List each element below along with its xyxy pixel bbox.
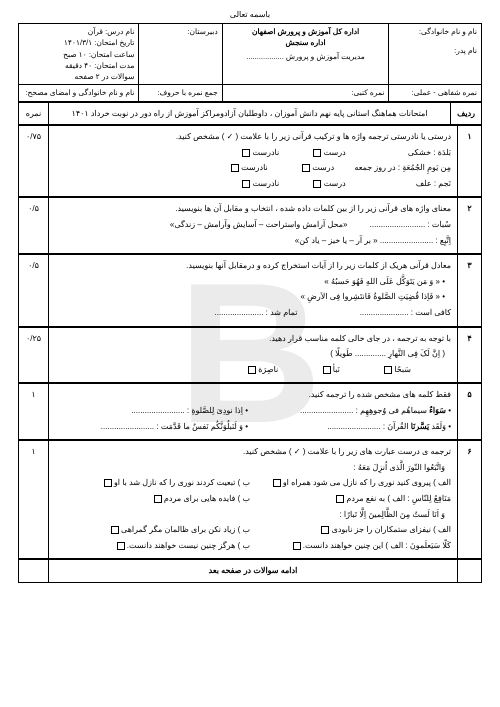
checkbox-icon[interactable] [313, 149, 321, 157]
q5: ۵ فقط کلمه های مشخص شده را ترجمه کنید. •… [18, 383, 482, 440]
hdr-school: دبیرستان: [139, 24, 222, 85]
exam-title: امتحانات هماهنگ استانی پایه نهم دانش آمو… [49, 102, 451, 125]
title-row: ردیف امتحانات هماهنگ استانی پایه نهم دان… [18, 102, 482, 126]
checkbox-icon[interactable] [273, 479, 281, 487]
header-table: نام و نام خانوادگی: نام پدر: اداره کل آم… [18, 23, 482, 102]
hdr-name: نام و نام خانوادگی: نام پدر: [389, 24, 482, 85]
hdr-exam-info: نام درس: قرآن تاریخ امتحان: ۱۴۰۱/۳/۱ ساع… [19, 24, 139, 85]
col-score-label: نمره [19, 102, 49, 125]
hdr-sum: جمع نمره با حروف: [139, 85, 222, 101]
checkbox-icon[interactable] [154, 495, 162, 503]
col-row-label: ردیف [451, 102, 482, 125]
q1: ۱ درستی یا نادرستی ترجمه واژه ها و ترکیب… [18, 125, 482, 197]
checkbox-icon[interactable] [111, 526, 119, 534]
top-title: باسمه تعالی [18, 10, 482, 19]
checkbox-icon[interactable] [323, 366, 331, 374]
checkbox-icon[interactable] [384, 366, 392, 374]
checkbox-icon[interactable] [302, 164, 310, 172]
checkbox-icon[interactable] [321, 526, 329, 534]
q6: ۶ ترجمه ی درست عبارت های زیر را با علامت… [18, 440, 482, 559]
q4: ۴ با توجه به ترجمه ، در جای خالی کلمه من… [18, 327, 482, 384]
checkbox-icon[interactable] [313, 180, 321, 188]
hdr-oral: نمره شفاهی - عملی: [389, 85, 482, 101]
checkbox-icon[interactable] [242, 180, 250, 188]
checkbox-icon[interactable] [336, 495, 344, 503]
q2: ۲ معنای واژه های قرآنی زیر را از بین کلم… [18, 197, 482, 254]
checkbox-icon[interactable] [242, 149, 250, 157]
checkbox-icon[interactable] [231, 164, 239, 172]
checkbox-icon[interactable] [104, 479, 112, 487]
hdr-org: اداره کل آموزش و پرورش اصفهان اداره سنجش… [222, 24, 389, 85]
q3: ۳ معادل قرآنی هریک از کلمات زیر را از آی… [18, 254, 482, 326]
checkbox-icon[interactable] [248, 366, 256, 374]
checkbox-icon[interactable] [293, 542, 301, 550]
checkbox-icon[interactable] [117, 542, 125, 550]
hdr-sign: نام و نام خانوادگی و امضای مصحح: [19, 85, 139, 101]
hdr-written: نمره کتبی: [222, 85, 389, 101]
footer: ادامه سوالات در صفحه بعد [18, 559, 482, 583]
